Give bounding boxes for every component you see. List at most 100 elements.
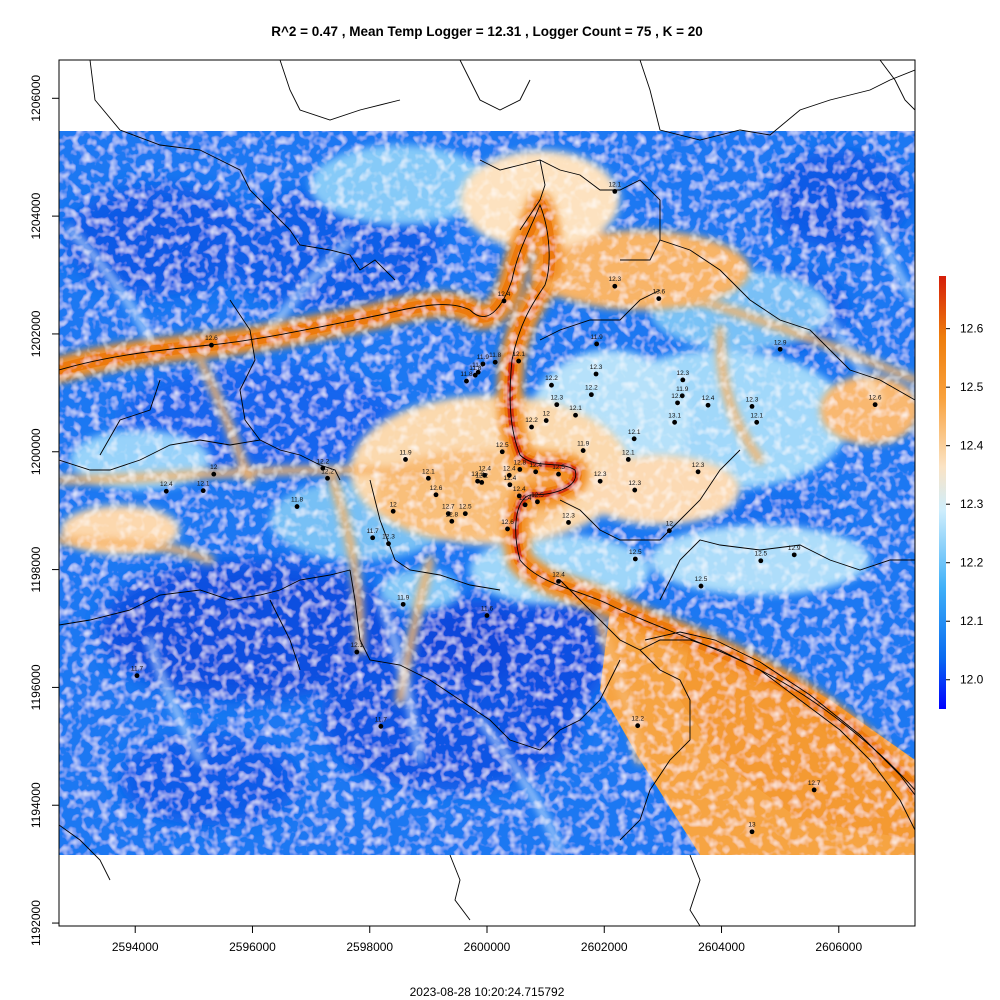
logger-marker — [449, 518, 455, 524]
y-axis: 1192000 1194000 1196000 1198000 1200000 12020… — [29, 75, 59, 946]
logger-label: 12.3 — [550, 395, 563, 402]
x-tick-label: 2594000 — [112, 940, 159, 954]
logger-label: 11.7 — [367, 528, 380, 535]
colorbar-tick-label: 12.3 — [960, 497, 984, 511]
logger-point: 11.7 — [367, 528, 380, 541]
logger-marker — [777, 346, 783, 352]
logger-label: 11.7 — [131, 666, 144, 673]
logger-marker — [872, 402, 878, 408]
logger-point: 12.4 — [552, 571, 565, 584]
logger-point: 12.4 — [702, 395, 715, 408]
logger-label: 12.7 — [442, 504, 455, 511]
logger-label: 12.4 — [702, 395, 715, 402]
logger-label: 12.1 — [422, 468, 435, 475]
logger-point: 13.6 — [652, 289, 665, 301]
logger-marker — [758, 558, 764, 564]
logger-point: 12.1 — [622, 449, 635, 462]
logger-marker — [482, 472, 488, 478]
logger-marker — [492, 359, 498, 365]
logger-label: 11.6 — [481, 606, 494, 613]
logger-marker — [475, 478, 481, 484]
logger-label: 12.4 — [498, 291, 511, 298]
logger-label: 12.1 — [628, 429, 641, 436]
logger-label: 12.5 — [552, 464, 565, 471]
logger-point: 12.9 — [774, 339, 787, 352]
logger-point: 12.3 — [628, 480, 641, 493]
logger-marker — [370, 535, 376, 541]
logger-point: 12.4 — [503, 465, 516, 478]
logger-marker — [403, 457, 408, 462]
logger-label: 12.4 — [503, 465, 516, 472]
logger-point: 12.3 — [471, 471, 484, 484]
logger-point: 11.9 — [397, 594, 410, 607]
logger-label: 11.9 — [397, 594, 410, 601]
logger-marker — [811, 787, 817, 793]
logger-label: 12.3 — [692, 462, 705, 469]
logger-marker — [522, 502, 528, 508]
logger-marker — [594, 341, 600, 347]
logger-point: 11.7 — [472, 362, 485, 375]
logger-label: 12.3 — [590, 364, 603, 371]
logger-label: 11.9 — [477, 354, 490, 361]
logger-marker — [632, 556, 638, 562]
logger-label: 11.9 — [399, 449, 412, 456]
logger-point: 12.3 — [608, 276, 622, 289]
logger-point: 12.3 — [746, 396, 759, 409]
colorbar-tick-label: 12.1 — [960, 614, 984, 628]
logger-marker — [754, 419, 760, 425]
timestamp: 2023-08-28 10:20:24.715792 — [410, 985, 565, 999]
logger-point: 12.2 — [631, 716, 644, 729]
y-tick-label: 1206000 — [29, 75, 43, 122]
logger-label: 13.6 — [652, 289, 665, 296]
logger-label: 12.3 — [746, 396, 759, 403]
logger-label: 12.2 — [317, 458, 330, 465]
logger-point: 12.3 — [692, 462, 705, 475]
logger-label: 12.1 — [750, 412, 763, 419]
logger-marker — [675, 400, 680, 406]
logger-point: 11.9 — [477, 354, 490, 367]
logger-label: 12.6 — [869, 395, 882, 402]
logger-point: 12.7 — [442, 504, 455, 517]
logger-label: 12.5 — [459, 504, 472, 511]
logger-marker — [425, 475, 431, 481]
logger-point: 12.5 — [552, 464, 565, 477]
logger-marker — [698, 583, 704, 589]
x-tick-label: 2598000 — [346, 940, 393, 954]
logger-label: 12.5 — [531, 492, 544, 499]
logger-points: 12.1 12.3 13.6 12.4 12.6 11.9 12.9 11.8 11.9 12.1… — [131, 181, 882, 835]
logger-point: 12 — [666, 521, 673, 534]
logger-label: 11.9 — [676, 386, 689, 393]
logger-marker — [354, 649, 360, 655]
logger-marker — [556, 471, 561, 477]
logger-point: 11.6 — [481, 606, 494, 618]
logger-point: 11.8 — [469, 365, 482, 378]
logger-label: 12.4 — [552, 571, 565, 578]
logger-point: 12.4 — [519, 495, 532, 508]
logger-label: 12.6 — [430, 485, 443, 492]
river-line — [59, 203, 915, 791]
logger-marker — [612, 283, 618, 289]
logger-point: 12.2 — [317, 458, 330, 471]
logger-label: 12.3 — [608, 276, 621, 283]
colorbar-tick-label: 12.5 — [960, 380, 984, 394]
logger-point: 12.5 — [695, 576, 708, 589]
logger-point: 12.1 — [351, 642, 364, 655]
logger-label: 12 — [390, 501, 398, 508]
logger-label: 12.7 — [808, 780, 821, 787]
logger-label: 12.3 — [594, 471, 607, 478]
logger-label: 13.1 — [668, 412, 681, 419]
logger-label: 12.4 — [519, 495, 532, 502]
logger-marker — [506, 472, 512, 478]
logger-label: 12.2 — [475, 472, 488, 479]
logger-label: 11.8 — [291, 497, 304, 504]
logger-point: 12.4 — [160, 481, 173, 494]
logger-point: 12.4 — [513, 486, 526, 499]
logger-label: 12.1 — [608, 181, 621, 188]
logger-point: 13.1 — [668, 412, 681, 425]
logger-point: 11.8 — [460, 371, 473, 384]
logger-marker — [480, 361, 486, 367]
x-tick-label: 2606000 — [815, 940, 862, 954]
logger-marker — [533, 469, 539, 475]
logger-point: 12.6 — [430, 485, 443, 498]
